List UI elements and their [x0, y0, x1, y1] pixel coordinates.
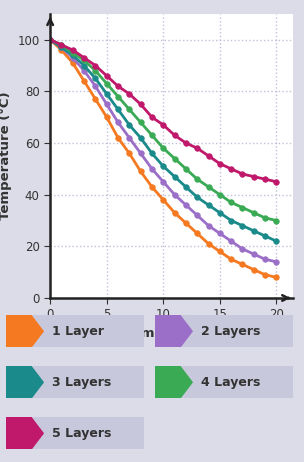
Polygon shape [32, 366, 44, 398]
Polygon shape [181, 316, 193, 347]
Polygon shape [32, 316, 44, 347]
Text: 3 Layers: 3 Layers [52, 376, 111, 389]
Text: 5 Layers: 5 Layers [52, 427, 111, 440]
FancyBboxPatch shape [6, 417, 144, 449]
FancyBboxPatch shape [155, 316, 181, 347]
Y-axis label: Temperature (°C): Temperature (°C) [0, 91, 12, 220]
Polygon shape [181, 366, 193, 398]
FancyBboxPatch shape [155, 316, 293, 347]
Text: 1 Layer: 1 Layer [52, 325, 104, 338]
FancyBboxPatch shape [6, 366, 32, 398]
FancyBboxPatch shape [6, 316, 144, 347]
FancyBboxPatch shape [6, 417, 32, 449]
Text: 2 Layers: 2 Layers [201, 325, 260, 338]
FancyBboxPatch shape [6, 366, 144, 398]
Polygon shape [32, 417, 44, 449]
FancyBboxPatch shape [155, 366, 181, 398]
FancyBboxPatch shape [155, 366, 293, 398]
Text: 4 Layers: 4 Layers [201, 376, 260, 389]
X-axis label: Time (mins): Time (mins) [127, 327, 216, 340]
FancyBboxPatch shape [6, 316, 32, 347]
